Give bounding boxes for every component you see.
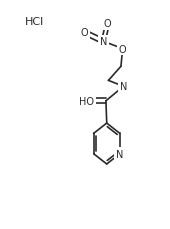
Text: N: N <box>100 37 107 47</box>
Text: O: O <box>119 44 126 54</box>
Text: N: N <box>116 149 123 159</box>
Text: N: N <box>120 82 127 92</box>
Text: HO: HO <box>79 96 94 106</box>
Text: O: O <box>104 19 111 29</box>
Text: HCl: HCl <box>25 17 45 27</box>
Text: O: O <box>80 28 88 38</box>
